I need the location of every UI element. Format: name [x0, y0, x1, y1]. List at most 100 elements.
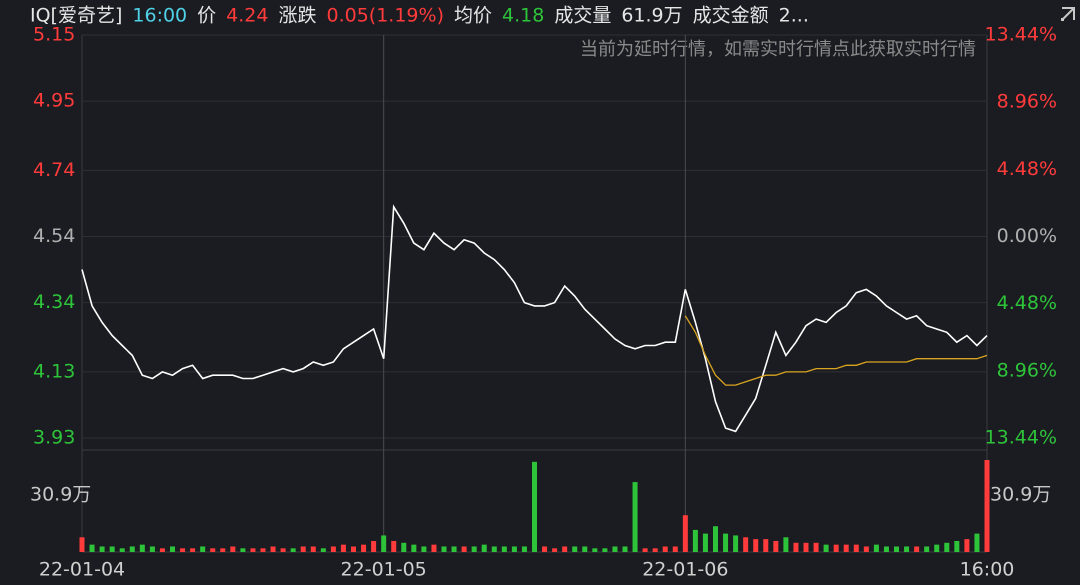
header-item: 4.24: [226, 5, 268, 27]
volume-bar: [200, 546, 206, 552]
volume-bar: [431, 544, 437, 552]
volume-bar: [632, 482, 638, 552]
volume-bar: [401, 542, 407, 552]
volume-bar: [129, 546, 135, 552]
volume-bar: [521, 546, 527, 552]
volume-bar: [582, 546, 588, 552]
volume-bar: [743, 537, 749, 552]
volume-bar: [99, 546, 105, 552]
volume-bar: [672, 546, 678, 552]
volume-bar: [421, 546, 427, 552]
volume-bar: [542, 546, 548, 552]
price-line: [684, 315, 988, 386]
x-tick-label: 22-01-06: [642, 559, 728, 581]
header-item: 成交量: [554, 5, 611, 27]
volume-bar: [692, 529, 698, 552]
volume-bar: [220, 548, 226, 552]
volume-bar: [270, 546, 276, 552]
volume-bar: [139, 544, 145, 552]
header-item: 涨跌: [278, 5, 316, 27]
volume-bar: [552, 548, 558, 552]
volume-bar: [954, 540, 960, 552]
volume-bar: [964, 539, 970, 552]
volume-bar: [763, 539, 769, 552]
volume-bar: [793, 542, 799, 552]
header-item: 成交金额: [693, 5, 769, 27]
volume-tick-label: 30.9万: [990, 484, 1051, 506]
expand-arrow: [1061, 7, 1075, 21]
volume-bar: [371, 540, 377, 552]
volume-bar: [702, 533, 708, 552]
y-tick-label: 4.13: [33, 360, 75, 382]
volume-bar: [944, 542, 950, 552]
volume-bar: [984, 460, 990, 552]
header-item: 16:00: [132, 5, 187, 27]
expand-icon[interactable]: [1061, 7, 1075, 21]
volume-bar: [713, 526, 718, 552]
volume-bar: [833, 544, 839, 552]
x-tick-label: 22-01-05: [341, 559, 427, 581]
volume-bar: [330, 546, 336, 552]
volume-bar: [461, 546, 467, 552]
volume-bar: [562, 546, 568, 552]
x-tick-label: 22-01-04: [39, 559, 125, 581]
volume-bar: [803, 542, 809, 552]
volume-bar: [823, 544, 829, 552]
volume-bar: [622, 546, 628, 552]
y-tick-label: 4.54: [33, 225, 75, 247]
volume-bar: [240, 548, 246, 552]
y-tick-label: 4.74: [33, 159, 75, 181]
volume-bar: [280, 548, 286, 552]
volume-bar: [391, 540, 397, 552]
volume-bar: [300, 546, 306, 552]
y-tick-label: 4.34: [33, 291, 75, 313]
volume-tick-label: 30.9万: [30, 484, 91, 506]
volume-bar: [783, 537, 789, 552]
y2-tick-label: 0.00%: [997, 225, 1057, 247]
header-item: IQ[爱奇艺]: [30, 5, 122, 27]
y-tick-label: 3.93: [33, 427, 75, 449]
volume-bar: [320, 548, 326, 552]
volume-bar: [753, 539, 759, 552]
volume-bar: [723, 533, 729, 552]
volume-bar: [149, 546, 155, 552]
volume-bar: [89, 544, 95, 552]
volume-bar: [471, 546, 477, 552]
volume-bar: [190, 548, 196, 552]
price-line: [81, 204, 988, 433]
volume-bar: [642, 548, 648, 552]
volume-bar: [180, 548, 186, 552]
volume-bar: [682, 515, 688, 552]
header-item: 均价: [454, 5, 492, 27]
header-item: 4.18: [502, 5, 544, 27]
volume-bar: [361, 544, 367, 552]
header-item: 61.9万: [621, 5, 682, 27]
volume-bar: [592, 548, 598, 552]
volume-bar: [290, 548, 296, 552]
volume-bar: [974, 533, 980, 552]
y2-tick-label: 4.48%: [997, 292, 1057, 314]
volume-bar: [119, 548, 125, 552]
volume-bar: [894, 546, 899, 552]
volume-bar: [441, 546, 447, 552]
volume-bar: [873, 544, 879, 552]
delay-notice[interactable]: 当前为延时行情，如需实时行情点此获取实时行情: [580, 39, 976, 60]
y2-tick-label: 8.96%: [997, 359, 1057, 381]
volume-bar: [511, 546, 517, 552]
volume-bar: [733, 535, 739, 552]
volume-bar: [310, 546, 316, 552]
volume-bar: [210, 548, 216, 552]
volume-bar: [602, 548, 608, 552]
volume-bar: [924, 546, 930, 552]
volume-bar: [79, 537, 85, 552]
volume-bar: [813, 542, 819, 552]
volume-bar: [863, 546, 869, 552]
volume-bar: [652, 548, 658, 552]
volume-bar: [572, 546, 578, 552]
y2-tick-label: 13.44%: [985, 427, 1057, 449]
volume-bar: [481, 544, 487, 552]
volume-bar: [853, 544, 859, 552]
x-tick-label: 16:00: [960, 559, 1015, 581]
volume-bar: [381, 535, 387, 552]
